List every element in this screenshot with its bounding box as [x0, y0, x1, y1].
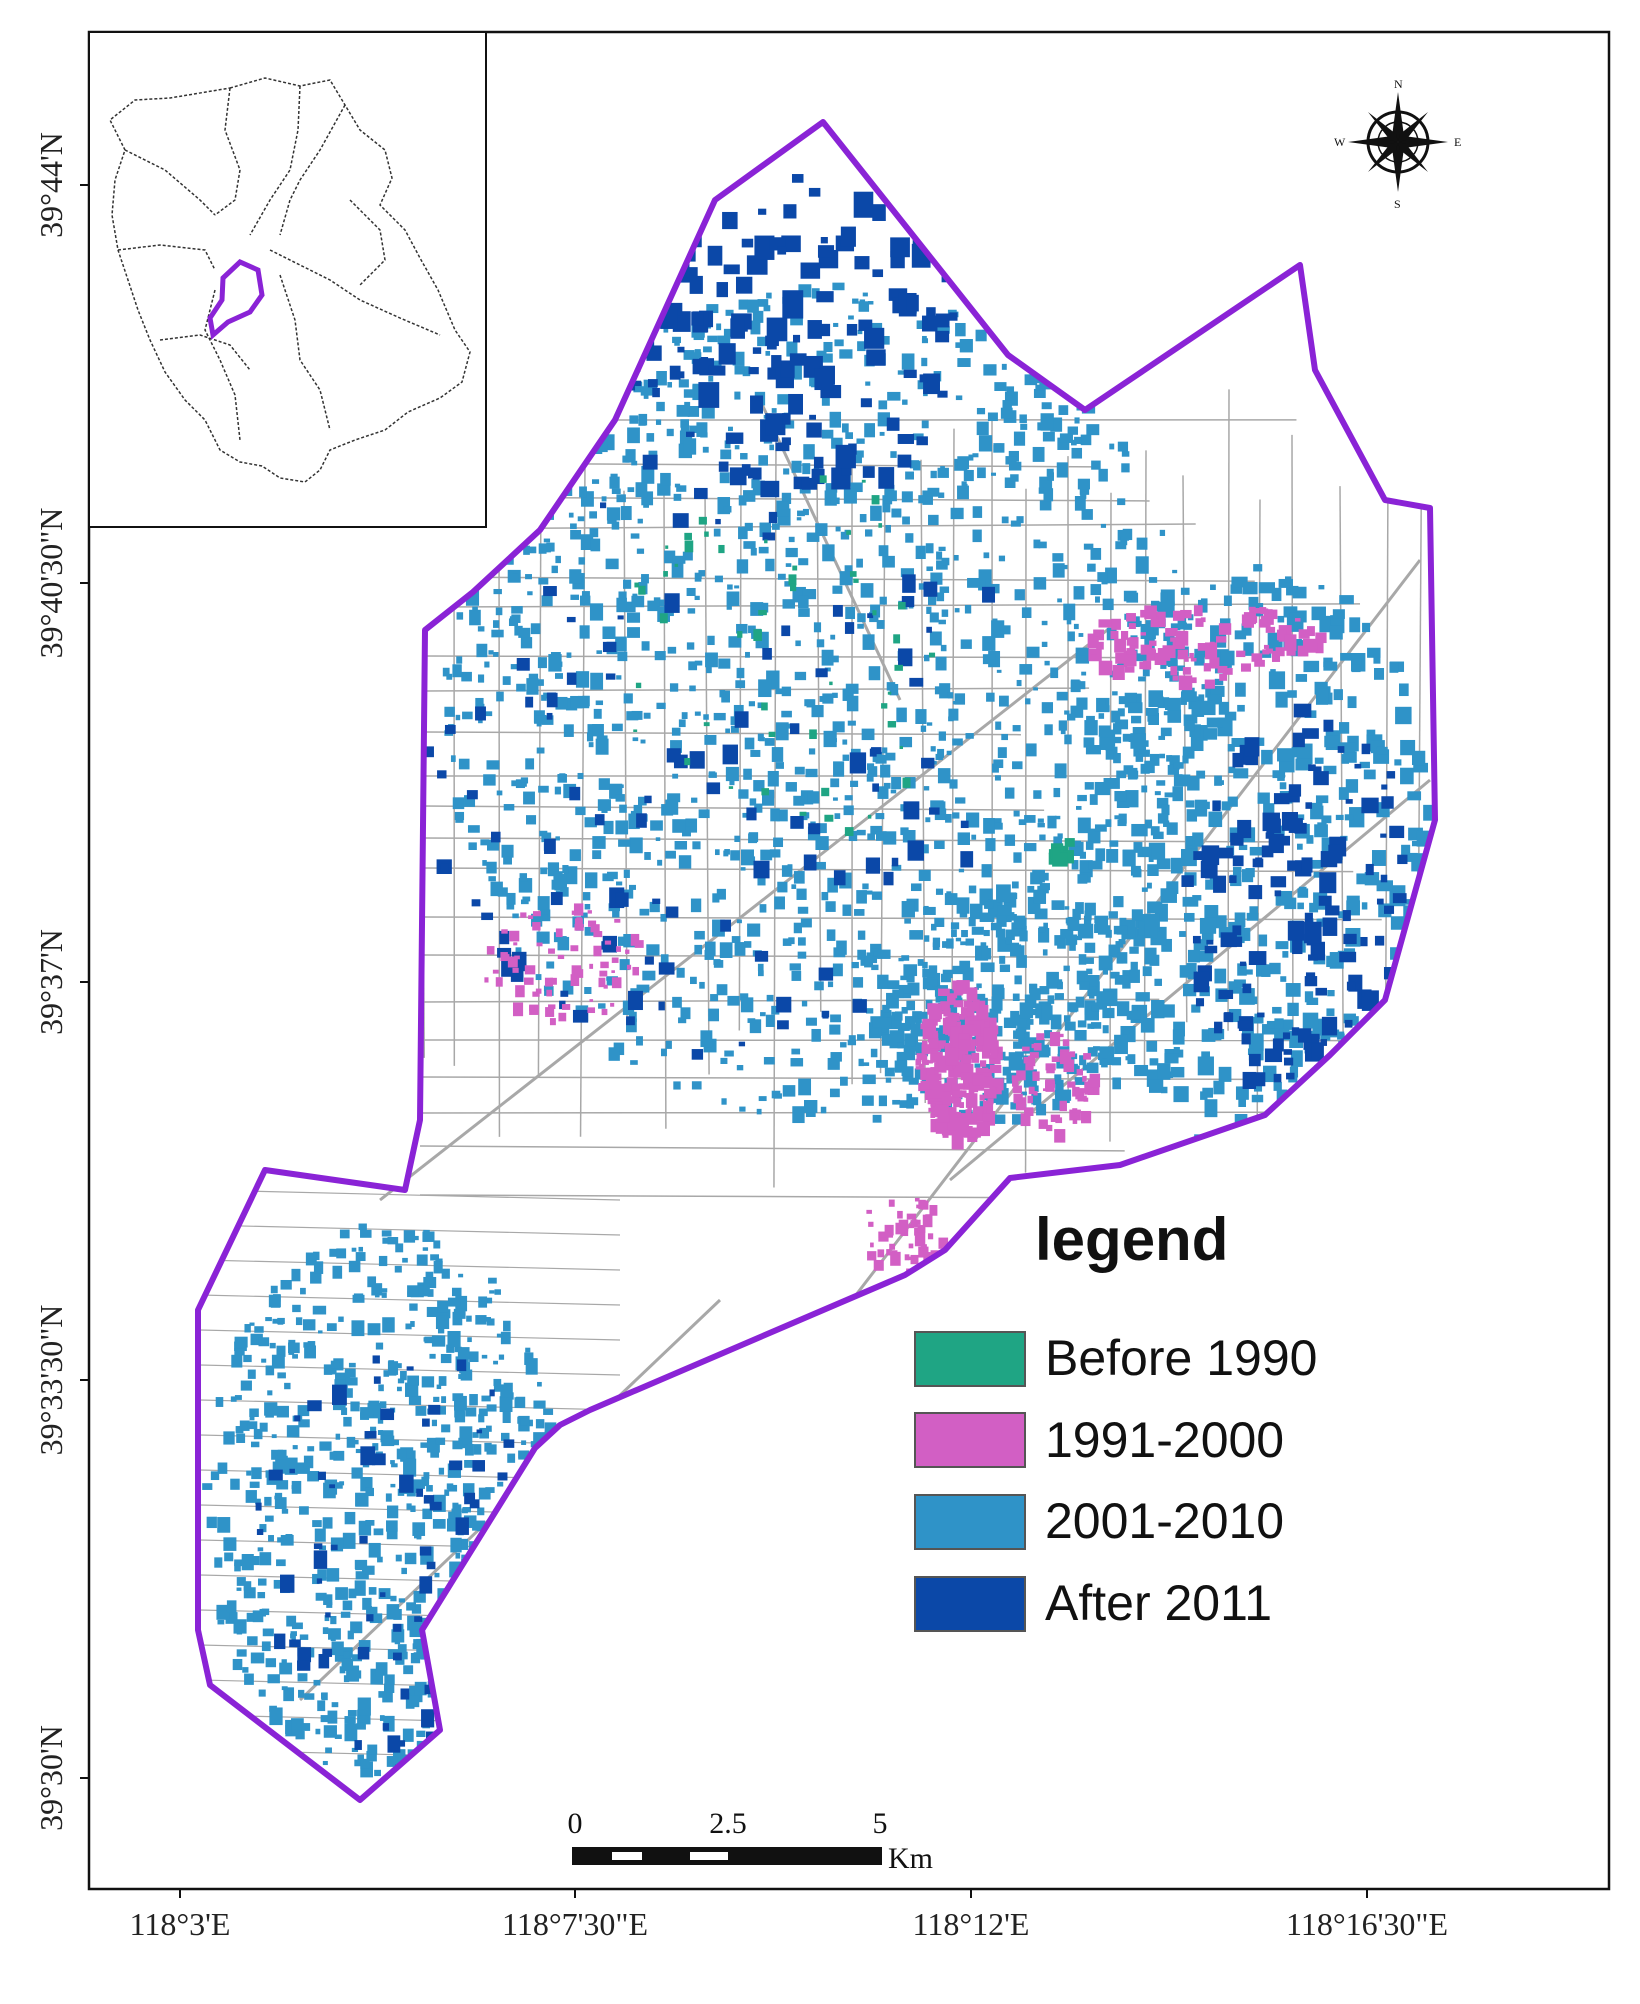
latitude-label: 39°33'30"N: [33, 1305, 69, 1456]
longitude-label: 118°7'30"E: [502, 1906, 648, 1942]
compass-label-n: N: [1394, 77, 1403, 91]
scale-bar: 0 2.5 5 Km: [568, 1807, 934, 1875]
scale-label: 5: [873, 1807, 888, 1840]
longitude-label: 118°12'E: [913, 1906, 1030, 1942]
legend-label: 2001-2010: [1045, 1493, 1284, 1549]
legend: legend Before 1990 1991-2000 2001-2010 A…: [914, 1206, 1317, 1632]
legend-swatch-before-1990: [914, 1331, 1026, 1387]
legend-swatch-2001-2010: [914, 1494, 1026, 1550]
latitude-label: 39°30'N: [33, 1725, 69, 1831]
built-up-patches: [202, 174, 1435, 1784]
latitude-label: 39°44'N: [33, 132, 69, 238]
longitude-axis: 118°3'E 118°7'30"E 118°12'E 118°16'30"E: [130, 1889, 1448, 1942]
legend-swatch-1991-2000: [914, 1412, 1026, 1468]
study-area-boundary: [195, 119, 1438, 1803]
longitude-label: 118°16'30"E: [1286, 1906, 1448, 1942]
legend-label: 1991-2000: [1045, 1412, 1284, 1468]
scale-label: 0: [568, 1807, 583, 1840]
latitude-axis: 39°44'N 39°40'30"N 39°37'N 39°33'30"N 39…: [33, 132, 89, 1831]
compass-label-w: W: [1334, 135, 1346, 149]
scale-unit: Km: [888, 1842, 933, 1875]
legend-label: After 2011: [1045, 1575, 1272, 1631]
compass-label-e: E: [1454, 135, 1461, 149]
map-frame: [87, 30, 1611, 1891]
legend-label: Before 1990: [1045, 1330, 1317, 1386]
compass-label-s: S: [1394, 197, 1401, 211]
inset-study-area-highlight: [207, 259, 265, 340]
inset-map-frame: [88, 31, 487, 528]
latitude-label: 39°37'N: [33, 929, 69, 1035]
longitude-label: 118°3'E: [130, 1906, 231, 1942]
scale-label: 2.5: [709, 1807, 747, 1840]
north-arrow-compass: N S W E: [1334, 77, 1461, 211]
legend-swatch-after-2011: [914, 1576, 1026, 1632]
latitude-label: 39°40'30"N: [33, 508, 69, 659]
legend-title: legend: [1035, 1206, 1228, 1273]
